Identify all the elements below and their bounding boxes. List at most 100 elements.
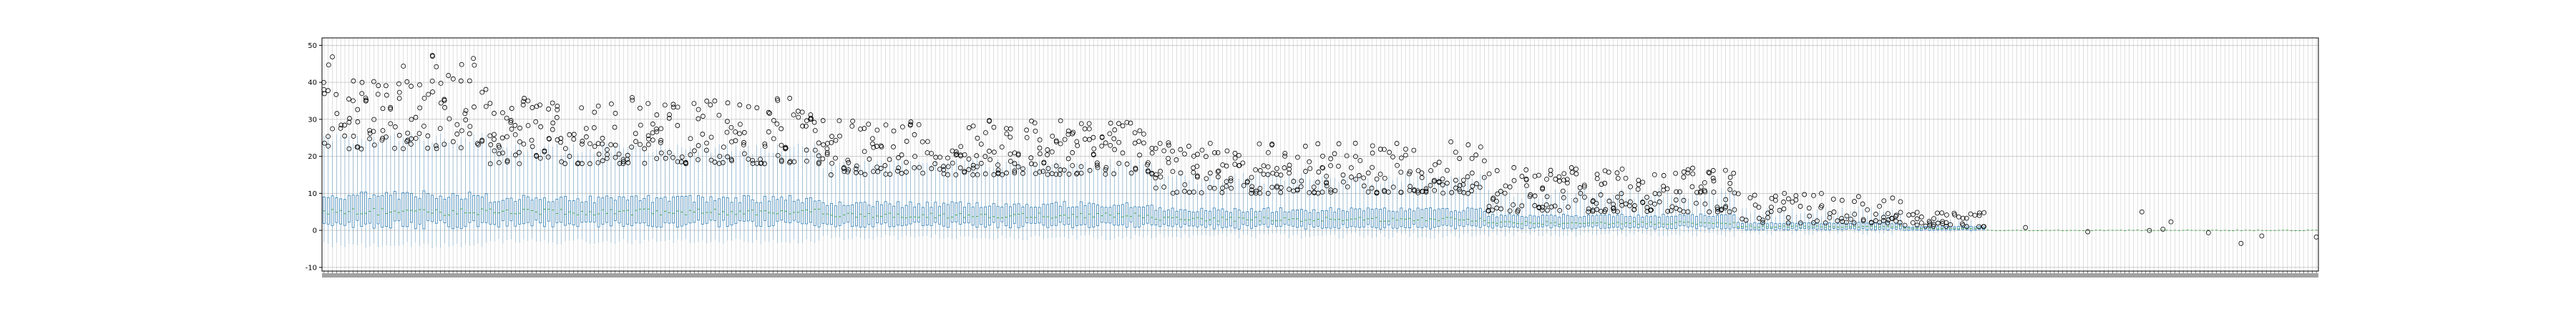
- outlier-point: [1236, 163, 1241, 168]
- box: [493, 201, 497, 225]
- box: [1358, 208, 1362, 228]
- box: [368, 198, 371, 224]
- box: [452, 193, 455, 230]
- outlier-point: [483, 87, 489, 92]
- outlier-point: [1224, 183, 1229, 189]
- outlier-point: [1382, 147, 1387, 152]
- outlier-point: [1902, 222, 1908, 228]
- box: [859, 202, 862, 227]
- outlier-point: [787, 160, 792, 165]
- box: [1666, 216, 1669, 230]
- outlier-point: [1365, 189, 1371, 195]
- outlier-point: [1086, 121, 1092, 127]
- box: [1375, 208, 1378, 228]
- outlier-point: [1914, 216, 1920, 222]
- outlier-point: [1153, 146, 1158, 152]
- outlier-point: [771, 117, 776, 123]
- outlier-point: [1960, 215, 1966, 221]
- box: [1512, 215, 1516, 227]
- outlier-point: [833, 137, 839, 143]
- outlier-point: [645, 133, 651, 139]
- outlier-point: [379, 137, 385, 143]
- outlier-point: [1606, 198, 1612, 204]
- outlier-point: [1524, 183, 1529, 189]
- outlier-point: [1407, 169, 1413, 175]
- outlier-point: [1503, 183, 1508, 189]
- outlier-point: [1615, 175, 1621, 181]
- outlier-point: [837, 133, 842, 139]
- box: [1050, 202, 1054, 226]
- box: [1071, 207, 1075, 228]
- outlier-point: [1893, 214, 1898, 219]
- outlier-point: [1485, 208, 1491, 214]
- outlier-point: [688, 136, 693, 142]
- outlier-point: [442, 104, 447, 110]
- outlier-point: [1315, 180, 1320, 185]
- outlier-point: [1843, 220, 1849, 225]
- box: [1541, 215, 1544, 227]
- box: [992, 203, 995, 223]
- outlier-point: [1224, 163, 1229, 169]
- outlier-point: [434, 146, 439, 152]
- outlier-point: [812, 147, 818, 153]
- outlier-point: [1094, 162, 1100, 168]
- box: [1138, 206, 1141, 227]
- outlier-point: [816, 153, 821, 159]
- box: [1462, 210, 1465, 227]
- outlier-point: [700, 114, 706, 119]
- outlier-point: [675, 159, 680, 165]
- outlier-point: [1212, 150, 1217, 155]
- box: [535, 197, 538, 221]
- outlier-point: [630, 97, 635, 103]
- box: [1117, 205, 1121, 226]
- outlier-point: [1469, 170, 1475, 176]
- outlier-point: [458, 145, 464, 151]
- outlier-point: [1635, 187, 1641, 192]
- box: [879, 204, 883, 225]
- outlier-point: [1257, 141, 1262, 147]
- box: [909, 201, 912, 225]
- outlier-point: [1332, 188, 1338, 193]
- outlier-point: [783, 144, 789, 150]
- outlier-point: [1657, 191, 1662, 197]
- outlier-point: [841, 165, 847, 170]
- outlier-point: [1855, 194, 1861, 200]
- outlier-point: [691, 101, 697, 107]
- outlier-point: [388, 104, 394, 110]
- outlier-point: [1170, 169, 1176, 175]
- outlier-point: [1291, 179, 1297, 184]
- outlier-point: [1765, 215, 1770, 220]
- box: [1695, 216, 1698, 230]
- box: [1304, 210, 1307, 230]
- box: [1786, 222, 1790, 230]
- box: [1092, 203, 1096, 227]
- box: [721, 197, 725, 221]
- outlier-point: [679, 154, 685, 160]
- outlier-point: [429, 78, 435, 84]
- outlier-point: [600, 158, 605, 164]
- outlier-point: [1112, 127, 1118, 132]
- box: [917, 203, 921, 222]
- outlier-point: [1802, 192, 1807, 197]
- outlier-point: [1731, 170, 1737, 176]
- outlier-point: [1228, 178, 1234, 184]
- outlier-point: [500, 150, 505, 156]
- outlier-point: [1511, 202, 1516, 207]
- box: [1620, 214, 1624, 230]
- outlier-point: [1470, 183, 1475, 189]
- outlier-point: [587, 161, 592, 167]
- box: [1591, 215, 1594, 227]
- outlier-point: [1324, 173, 1330, 179]
- outlier-point: [1265, 149, 1271, 155]
- outlier-point: [1614, 170, 1620, 176]
- outlier-point: [650, 121, 655, 127]
- outlier-point: [1690, 165, 1695, 171]
- outlier-point: [1532, 203, 1538, 208]
- outlier-point: [1602, 209, 1607, 215]
- outlier-point: [1536, 172, 1541, 178]
- outlier-point: [1490, 207, 1496, 213]
- outlier-point: [1889, 216, 1895, 222]
- box: [876, 201, 879, 223]
- outlier-point: [688, 152, 693, 157]
